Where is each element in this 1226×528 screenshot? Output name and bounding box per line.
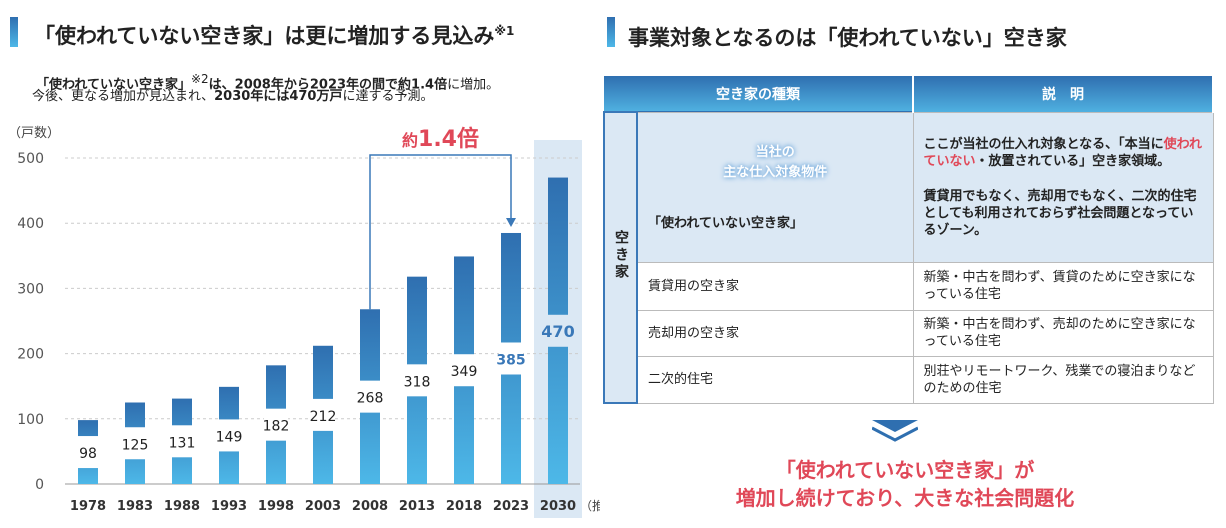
label-gap — [405, 364, 429, 397]
growth-annotation: 約1.4倍 — [402, 126, 479, 152]
value-label: 212 — [310, 409, 337, 425]
x-tick-label: 1993 — [211, 499, 247, 514]
label-gap — [170, 425, 194, 458]
y-tick-label: 0 — [35, 477, 44, 493]
value-label: 149 — [216, 429, 243, 445]
growth-bracket — [369, 154, 512, 310]
label-gap — [452, 354, 476, 387]
value-label: 131 — [169, 435, 196, 451]
label-gap — [217, 419, 241, 452]
subtitle-line-2: 今後、更なる増加が見込まれ、2030年には470万戸に達する予測。 — [32, 89, 434, 104]
label-gap — [311, 398, 335, 431]
value-label: 98 — [79, 446, 97, 462]
label-gap — [264, 408, 288, 441]
label-gap — [499, 342, 523, 375]
x-note: （推計） — [580, 498, 600, 513]
x-tick-label: 1988 — [164, 499, 200, 514]
arrow-icon — [506, 217, 516, 227]
table-row: 二次的住宅 別荘やリモートワーク、残業での寝泊まりなどのための住宅 — [604, 355, 1214, 404]
chart-title: 「使われていない空き家」は更に増加する見込み※1 — [34, 24, 515, 48]
table-row: 賃貸用の空き家 新築・中古を問わず、賃貸のために空き家になっている住宅 — [604, 261, 1214, 311]
x-tick-label: 2023 — [493, 499, 529, 514]
x-tick-label: 2008 — [352, 499, 388, 514]
x-tick-label: 2003 — [305, 499, 341, 514]
table-row-highlight: 空き家 当社の 主な仕入対象物件「使われていない空き家」 ここが当社の仕入れ対象と… — [603, 111, 1214, 404]
badge: 当社の 主な仕入対象物件 — [723, 144, 828, 180]
x-tick-label: 1998 — [258, 499, 294, 514]
side-label: 空き家 — [603, 111, 638, 404]
type-label: 「使われていない空き家」 — [648, 215, 803, 231]
y-tick-label: 100 — [17, 412, 44, 428]
label-gap — [358, 380, 382, 413]
x-tick-label: 2018 — [446, 499, 482, 514]
label-gap — [76, 436, 100, 469]
table-row: 売却用の空き家 新築・中古を問わず、売却のために空き家になっている住宅 — [604, 309, 1214, 357]
x-tick-label: 2030 — [540, 499, 576, 514]
value-label: 349 — [451, 364, 478, 380]
value-label: 268 — [357, 391, 384, 407]
value-label: 385 — [496, 352, 525, 368]
header-type: 空き家の種類 — [604, 76, 914, 112]
chevron-down-icon — [872, 420, 918, 442]
y-tick-label: 200 — [17, 347, 44, 363]
x-tick-label: 1978 — [70, 499, 106, 514]
table-title: 事業対象となるのは「使われていない」空き家 — [628, 26, 1067, 50]
x-tick-label: 2013 — [399, 499, 435, 514]
label-gap — [123, 427, 147, 460]
y-tick-label: 500 — [17, 151, 44, 167]
label-gap — [546, 314, 570, 347]
desc: ここが当社の仕入れ対象となる、「本当に使われていない・放置されている」空き家領域… — [912, 111, 1214, 263]
x-tick-label: 1983 — [117, 499, 153, 514]
vacancy-types-table: 空き家の種類説 明 空き家 当社の 主な仕入対象物件「使われていない空き家」 ここ… — [603, 76, 1214, 404]
title-accent — [10, 17, 18, 47]
title-accent-right — [607, 17, 615, 47]
value-label: 318 — [404, 374, 431, 390]
value-label: 470 — [541, 322, 574, 341]
subtitle-line-1: 「使われていない空き家」※2は、2008年から2023年の間で約1.4倍に増加。 — [36, 72, 500, 93]
header-desc: 説 明 — [913, 76, 1214, 112]
conclusion: 「使われていない空き家」が 増加し続けており、大きな社会問題化 — [735, 458, 1075, 510]
value-label: 125 — [122, 437, 149, 453]
value-label: 182 — [263, 419, 290, 435]
bar-chart: （戸数） 0 100 200 300 400 500 98 1978 125 1983 131 1988… — [8, 126, 600, 518]
y-axis-label: （戸数） — [8, 126, 60, 141]
y-tick-label: 300 — [17, 281, 44, 297]
y-tick-label: 400 — [17, 216, 44, 232]
